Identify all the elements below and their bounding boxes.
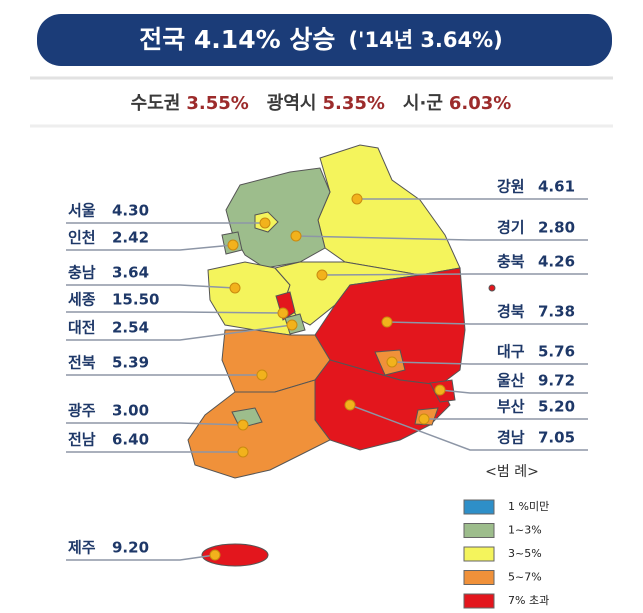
- region-dot: [381, 316, 393, 328]
- region-value: 7.05: [538, 429, 575, 447]
- region-value: 3.00: [112, 402, 149, 420]
- region-name: 인천: [68, 229, 96, 247]
- leader-line: [391, 361, 588, 365]
- region-jeju: [201, 543, 269, 567]
- leader-line: [66, 422, 244, 426]
- region-name: 제주: [68, 539, 96, 557]
- region-value: 9.72: [538, 372, 575, 390]
- region-gyeonggi: [225, 167, 331, 269]
- title-sub: ('14년 3.64%): [348, 28, 502, 52]
- region-name: 대구: [497, 343, 525, 361]
- region-value: 2.54: [112, 319, 149, 337]
- region-ulleung: [488, 284, 496, 292]
- legend-swatch: [463, 593, 495, 609]
- region-dot: [237, 446, 249, 458]
- region-name: 광주: [68, 402, 96, 420]
- region-value: 2.80: [538, 219, 575, 237]
- region-dot: [418, 413, 430, 425]
- legend-label: 5~7%: [508, 571, 542, 584]
- region-name: 경남: [497, 429, 525, 447]
- leader-line: [66, 244, 234, 251]
- region-jeonnam: [187, 379, 331, 479]
- title: 전국 4.14% 상승 ('14년 3.64%): [139, 25, 503, 54]
- summary-value: 6.03%: [449, 93, 511, 114]
- leader-line: [66, 554, 216, 561]
- region-dot: [227, 239, 239, 251]
- region-dot: [277, 307, 289, 319]
- leader-line: [66, 284, 236, 289]
- region-name: 부산: [497, 398, 525, 416]
- region-name: 강원: [497, 178, 525, 196]
- summary-value: 5.35%: [322, 93, 384, 114]
- summary-name: 수도권: [131, 93, 181, 114]
- region-value: 4.61: [538, 178, 575, 196]
- region-value: 3.64: [112, 264, 149, 282]
- region-value: 5.20: [538, 398, 575, 416]
- region-dot: [256, 369, 268, 381]
- region-dot: [316, 269, 328, 281]
- region-name: 경기: [497, 219, 525, 237]
- legend-label: 1~3%: [508, 524, 542, 537]
- legend-label: 1 %미만: [508, 500, 549, 513]
- summary-value: 3.55%: [186, 93, 248, 114]
- leader-line: [386, 321, 588, 325]
- legend-swatch: [463, 546, 495, 562]
- leader-line: [66, 324, 293, 341]
- leader-line: [321, 273, 588, 276]
- legend-title: <범 례>: [485, 464, 539, 480]
- region-value: 2.42: [112, 229, 149, 247]
- region-name: 대전: [68, 319, 96, 337]
- region-name: 전남: [68, 431, 96, 449]
- region-value: 4.30: [112, 202, 149, 220]
- region-name: 충남: [68, 264, 96, 282]
- region-value: 15.50: [112, 291, 159, 309]
- region-chungbuk: [274, 261, 421, 326]
- title-banner: [37, 14, 612, 66]
- legend-label: 7% 초과: [508, 594, 549, 607]
- legend-swatch: [463, 523, 495, 538]
- map: [187, 144, 496, 567]
- region-name: 서울: [68, 202, 96, 220]
- summary: 수도권 3.55% 광역시 5.35% 시·군 6.03%: [131, 93, 512, 114]
- region-value: 4.26: [538, 253, 575, 271]
- region-dot: [386, 356, 398, 368]
- region-dot: [344, 399, 356, 411]
- leader-line: [349, 404, 588, 451]
- leader-line: [66, 311, 284, 314]
- region-dot: [290, 230, 302, 242]
- region-value: 5.39: [112, 354, 149, 372]
- legend: <범 례> 1 %미만 1~3% 3~5% 5~7% 7% 초과: [463, 464, 549, 609]
- leader-line: [295, 235, 588, 241]
- region-name: 울산: [497, 372, 525, 390]
- region-name: 전북: [68, 354, 96, 372]
- region-name: 세종: [68, 291, 96, 309]
- region-value: 7.38: [538, 303, 575, 321]
- region-dot: [351, 193, 363, 205]
- region-name: 경북: [497, 303, 525, 321]
- region-value: 6.40: [112, 431, 149, 449]
- legend-swatch: [463, 570, 495, 585]
- summary-name: 광역시: [267, 93, 317, 114]
- region-dot: [259, 217, 271, 229]
- leader-line: [439, 389, 588, 394]
- region-dot: [229, 282, 241, 294]
- region-dot: [237, 419, 249, 431]
- legend-label: 3~5%: [508, 547, 542, 560]
- legend-swatch: [463, 499, 495, 515]
- region-name: 충북: [497, 253, 525, 271]
- region-dot: [434, 384, 446, 396]
- region-dot: [286, 319, 298, 331]
- region-value: 5.76: [538, 343, 575, 361]
- region-value: 9.20: [112, 539, 149, 557]
- summary-name: 시·군: [403, 93, 443, 114]
- title-main: 전국 4.14% 상승: [139, 25, 335, 54]
- region-dot: [209, 549, 221, 561]
- labels: 서울 4.30 인천 2.42 충남 3.64 세종 15.50 대전 2.54 전북 5.39 광주 3…: [66, 178, 588, 561]
